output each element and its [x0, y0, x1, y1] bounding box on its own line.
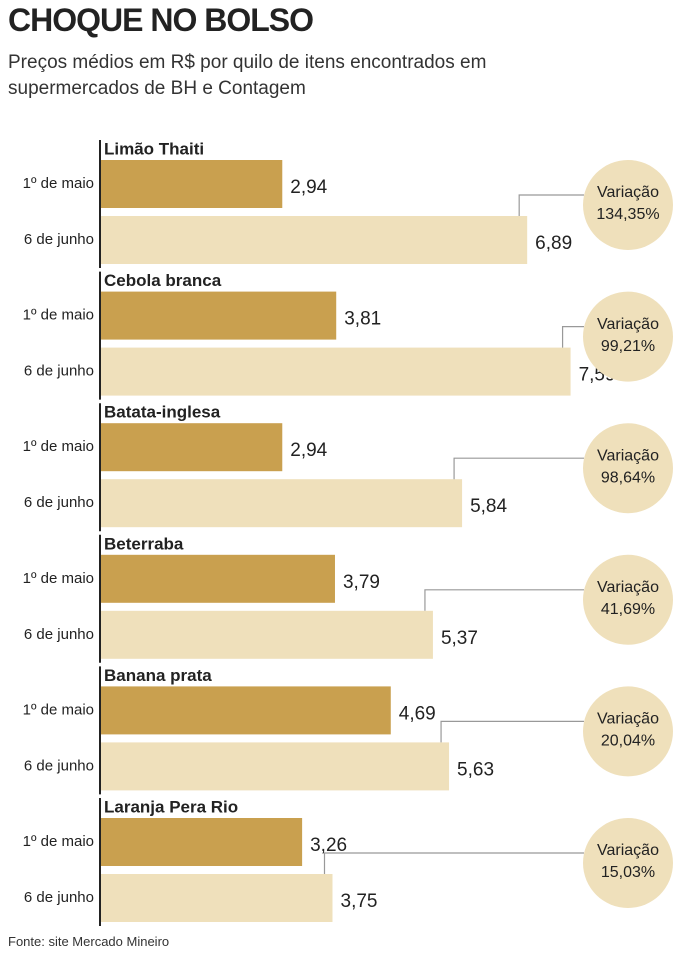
- row-label: 1º de maio: [23, 701, 94, 718]
- value-label: 3,81: [344, 309, 381, 330]
- row-label: 6 de junho: [24, 626, 94, 643]
- chart-subtitle: Preços médios em R$ por quilo de itens e…: [8, 52, 487, 99]
- row-label: 6 de junho: [24, 494, 94, 511]
- bar: [101, 874, 333, 922]
- variation-badge: [583, 291, 673, 382]
- variation-label: 41,69%: [601, 601, 655, 618]
- row-label: 6 de junho: [24, 757, 94, 774]
- row-label: 6 de junho: [24, 363, 94, 380]
- bar: [101, 347, 571, 396]
- variation-label: 20,04%: [601, 733, 655, 750]
- source: Fonte: site Mercado Mineiro: [8, 934, 170, 949]
- bar: [101, 554, 335, 603]
- connector: [518, 194, 584, 216]
- value-label: 5,37: [441, 628, 478, 649]
- value-label: 3,26: [310, 835, 347, 856]
- variation-badge: [583, 554, 673, 645]
- variation-title: Variação: [597, 447, 659, 464]
- category-label: Batata-inglesa: [104, 403, 221, 422]
- variation-label: 134,35%: [596, 206, 659, 223]
- variation-label: 15,03%: [601, 864, 655, 881]
- value-label: 2,94: [290, 440, 327, 461]
- variation-badge: [583, 818, 673, 908]
- variation-badge: [583, 160, 673, 250]
- bar: [101, 479, 463, 528]
- category-label: Banana prata: [104, 666, 212, 685]
- connector: [561, 326, 584, 348]
- category-label: Laranja Pera Rio: [104, 797, 238, 816]
- bar: [101, 686, 391, 735]
- category-label: Beterraba: [104, 534, 184, 553]
- row-label: 1º de maio: [23, 175, 94, 192]
- variation-title: Variação: [597, 842, 659, 859]
- bar: [101, 291, 337, 340]
- value-label: 2,94: [290, 177, 327, 198]
- row-label: 1º de maio: [23, 833, 94, 850]
- connector: [424, 589, 584, 611]
- category-label: Limão Thaiti: [104, 139, 204, 158]
- variation-label: 98,64%: [601, 469, 655, 486]
- bar: [101, 423, 283, 472]
- row-label: 1º de maio: [23, 438, 94, 455]
- row-label: 1º de maio: [23, 307, 94, 324]
- variation-title: Variação: [597, 316, 659, 333]
- value-label: 3,79: [343, 572, 380, 593]
- variation-title: Variação: [597, 711, 659, 728]
- row-label: 1º de maio: [23, 570, 94, 587]
- variation-title: Variação: [597, 184, 659, 201]
- value-label: 6,89: [535, 233, 572, 254]
- variation-badge: [583, 686, 673, 777]
- bar: [101, 160, 283, 208]
- bar: [101, 610, 433, 659]
- value-label: 3,75: [341, 891, 378, 912]
- chart-title: CHOQUE NO BOLSO: [8, 2, 314, 38]
- value-label: 5,84: [470, 496, 507, 517]
- bar: [101, 742, 450, 791]
- row-label: 6 de junho: [24, 231, 94, 248]
- value-label: 4,69: [399, 703, 436, 724]
- variation-label: 99,21%: [601, 338, 655, 355]
- variation-title: Variação: [597, 579, 659, 596]
- bar: [101, 216, 528, 264]
- connector: [453, 457, 584, 480]
- row-label: 6 de junho: [24, 889, 94, 906]
- connector: [440, 720, 584, 743]
- variation-badge: [583, 423, 673, 514]
- value-label: 5,63: [457, 759, 494, 780]
- connector: [323, 852, 584, 874]
- bar: [101, 818, 303, 866]
- category-label: Cebola branca: [104, 271, 222, 290]
